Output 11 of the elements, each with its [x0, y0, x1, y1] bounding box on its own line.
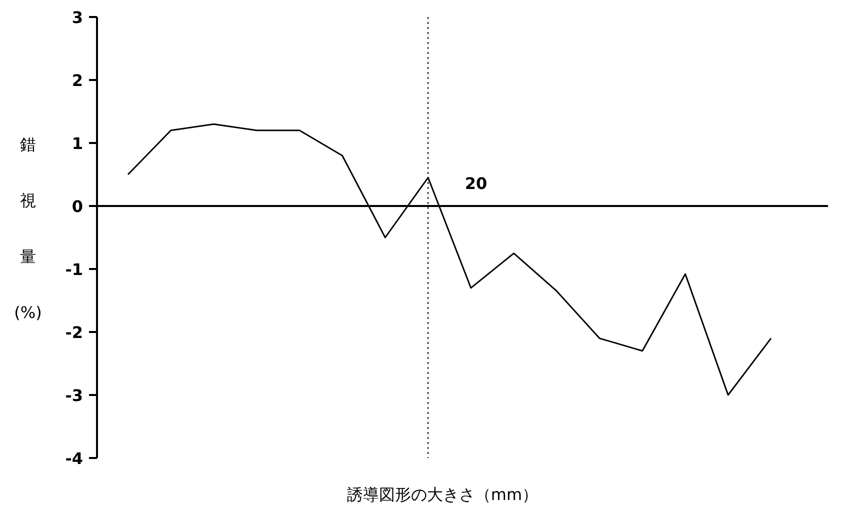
y-tick-label: 2	[72, 71, 83, 90]
annotation: 20	[464, 174, 488, 193]
y-tick-label: 0	[72, 197, 83, 216]
y-tick-label: -1	[65, 260, 83, 279]
x-axis-title: 誘導図形の大きさ（mm）	[346, 485, 538, 504]
y-tick-label: -3	[65, 386, 83, 405]
y-tick-label: 3	[72, 8, 83, 27]
y-tick-label: -4	[65, 449, 83, 468]
text: 錯視量(%)	[14, 135, 42, 322]
y-tick-label: 1	[72, 134, 83, 153]
y-tick-label: -2	[65, 323, 83, 342]
